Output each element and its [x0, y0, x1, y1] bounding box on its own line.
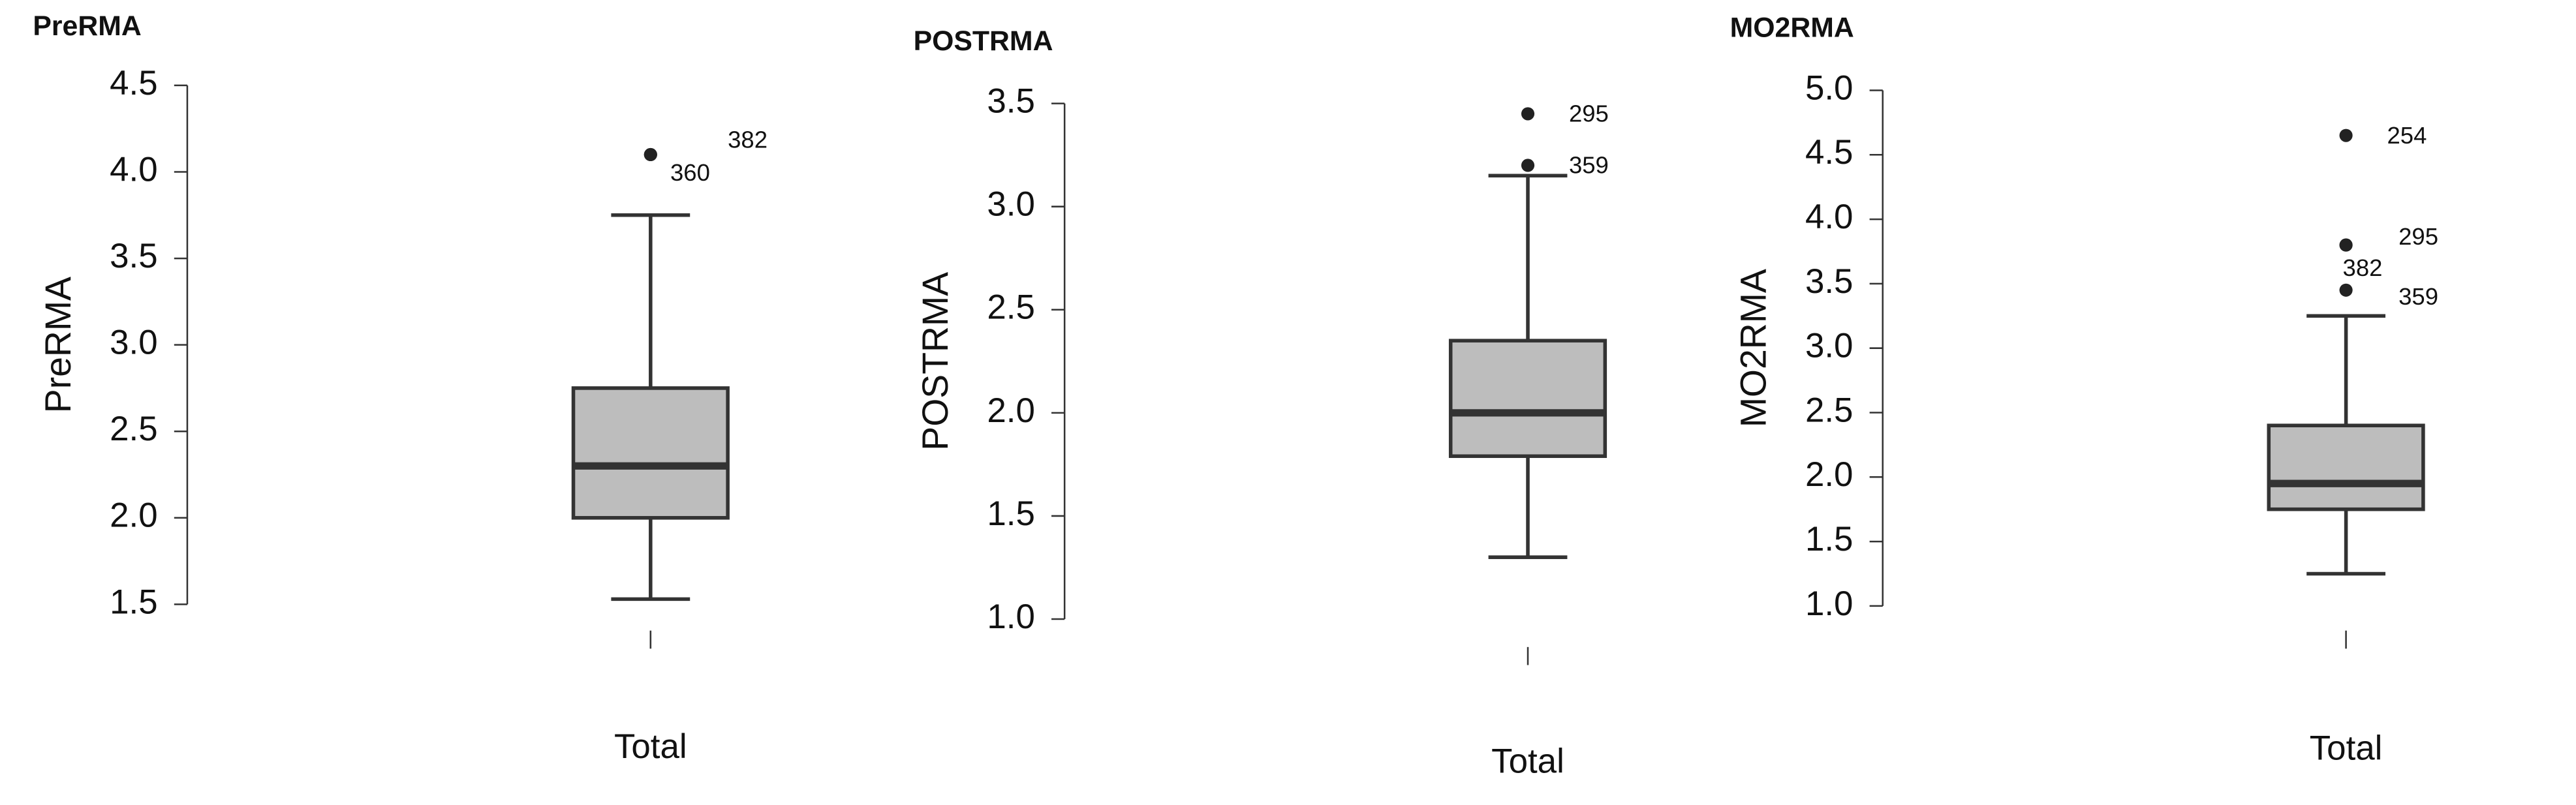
y-tick-label: 3.5	[987, 82, 1034, 121]
outlier	[1521, 159, 1535, 172]
y-tick-label: 3.0	[1805, 327, 1853, 365]
y-tick-label: 3.0	[987, 185, 1034, 224]
y-tick-label: 4.5	[110, 64, 157, 102]
y-tick-label: 1.5	[1805, 520, 1853, 558]
y-tick-label: 3.0	[110, 324, 157, 362]
outlier	[644, 147, 657, 162]
y-tick-label: 1.5	[110, 583, 157, 621]
y-tick-label: 1.5	[987, 494, 1034, 533]
y-tick-label: 2.0	[987, 391, 1034, 430]
chart-title: POSTRMA	[914, 25, 1053, 57]
y-axis-label: PreRMA	[38, 277, 78, 413]
y-tick-label: 2.5	[1805, 391, 1853, 429]
y-tick-label: 3.5	[1805, 262, 1853, 301]
x-tick-label: Total	[2310, 729, 2383, 767]
y-tick-label: 1.0	[1805, 585, 1853, 623]
outlier	[2339, 283, 2353, 297]
y-axis-label: POSTRMA	[915, 272, 955, 451]
outlier-label: 295	[1569, 100, 1609, 127]
y-tick-label: 2.5	[987, 288, 1034, 327]
x-tick-label: Total	[1491, 742, 1564, 781]
y-tick-label: 5.0	[1805, 68, 1853, 107]
outlier-label: 360	[670, 159, 710, 186]
y-tick-label: 4.0	[1805, 198, 1853, 236]
outlier	[1521, 107, 1535, 121]
outlier	[2339, 129, 2353, 142]
outlier-label: 295	[2398, 223, 2438, 250]
y-tick-label: 2.0	[1805, 455, 1853, 494]
chart-title: PreRMA	[33, 10, 141, 42]
outlier-label: 254	[2387, 122, 2427, 149]
y-tick-label: 3.5	[110, 237, 157, 275]
outlier-label: 359	[2398, 283, 2438, 310]
y-tick-label: 1.0	[987, 598, 1034, 636]
chart-title: MO2RMA	[1730, 12, 1854, 44]
y-tick-label: 4.0	[110, 150, 157, 189]
outlier-label: 382	[728, 126, 768, 153]
y-tick-label: 2.5	[110, 410, 157, 448]
box	[2267, 423, 2425, 511]
box	[1448, 339, 1607, 459]
x-tick-label: Total	[614, 727, 687, 766]
outlier-label: 382	[2343, 254, 2383, 281]
y-axis-label: MO2RMA	[1733, 269, 1774, 427]
y-tick-label: 2.0	[110, 496, 157, 535]
outlier	[2339, 238, 2353, 252]
y-tick-label: 4.5	[1805, 133, 1853, 172]
outlier-label: 359	[1569, 152, 1609, 179]
box	[571, 386, 730, 520]
